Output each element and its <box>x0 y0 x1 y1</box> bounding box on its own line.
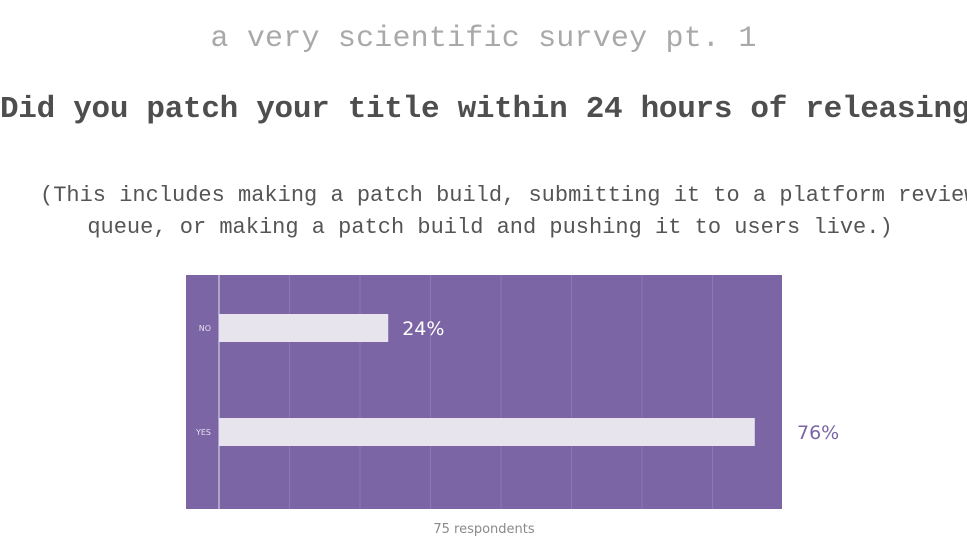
respondent-count: 75 respondents <box>433 522 535 537</box>
chart-category-labels: NO YES <box>195 324 211 437</box>
chart-bars <box>219 314 755 446</box>
category-label-yes: YES <box>195 428 211 437</box>
chart-panel <box>186 275 782 509</box>
bar-yes <box>219 418 755 446</box>
value-label-no: 24% <box>402 318 444 340</box>
category-label-no: NO <box>199 324 211 333</box>
question-note: (This includes making a patch build, sub… <box>40 180 967 244</box>
bar-no <box>219 314 389 342</box>
question-note-line-2: queue, or making a patch build and pushi… <box>87 215 893 240</box>
value-label-yes: 76% <box>797 422 839 444</box>
question-note-line-1: (This includes making a patch build, sub… <box>40 183 967 208</box>
survey-question: Did you patch your title within 24 hours… <box>0 92 967 127</box>
chart-value-labels: 24% 76% <box>402 318 839 444</box>
survey-supertitle: a very scientific survey pt. 1 <box>210 22 757 56</box>
